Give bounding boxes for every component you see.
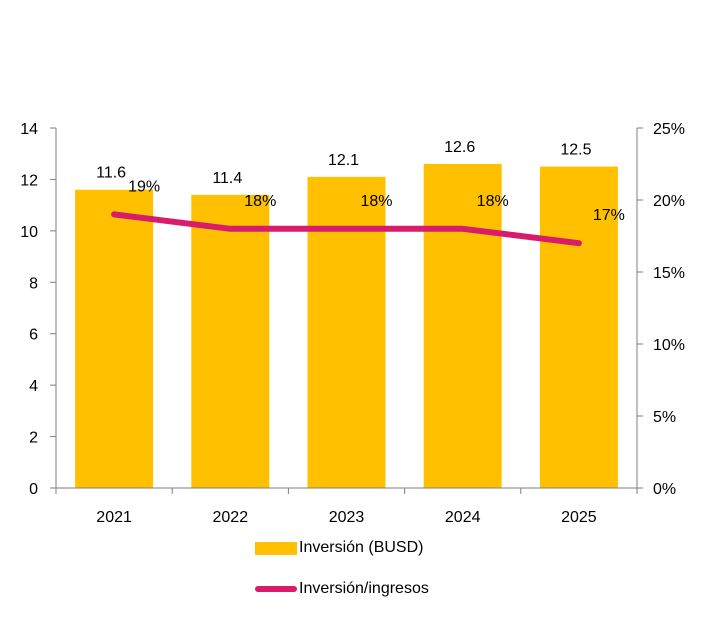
bar-value-label: 11.4 — [212, 170, 242, 187]
y-right-tick-label: 5% — [653, 409, 676, 426]
line-value-label: 18% — [477, 193, 509, 210]
bar-value-label: 12.5 — [560, 142, 591, 159]
ratio-line — [111, 211, 582, 247]
y-left-tick-label: 10 — [20, 224, 38, 241]
x-tick-label: 2025 — [561, 509, 597, 526]
x-tick-label: 2021 — [96, 509, 132, 526]
x-tick-label: 2023 — [329, 509, 365, 526]
bar-2022 — [191, 194, 270, 488]
legend-item-ratio: Inversión/ingresos — [255, 580, 429, 598]
bar-value-label: 11.6 — [96, 165, 126, 182]
bar-2024 — [423, 164, 502, 488]
y-right-tick-label: 20% — [653, 193, 685, 210]
bar-2021 — [75, 189, 154, 488]
y-left-tick-label: 12 — [20, 172, 38, 189]
line-value-label: 18% — [360, 193, 392, 210]
y-left-tick-label: 14 — [20, 121, 38, 138]
y-left-tick-label: 0 — [29, 481, 38, 498]
x-tick-label: 2024 — [445, 509, 481, 526]
y-right-tick-label: 0% — [653, 481, 676, 498]
legend-label-investment: Inversión (BUSD) — [299, 539, 424, 556]
x-tick-label: 2022 — [213, 509, 249, 526]
bar-value-label: 12.6 — [444, 139, 475, 156]
legend-swatch-line — [255, 586, 297, 592]
line-value-label: 19% — [128, 178, 160, 195]
y-left-tick-label: 2 — [29, 430, 38, 447]
y-right-tick-label: 15% — [653, 265, 685, 282]
legend-swatch-bar — [255, 541, 297, 555]
y-right-tick-label: 25% — [653, 121, 685, 138]
legend-item-investment: Inversión (BUSD) — [255, 539, 423, 557]
y-left-tick-label: 8 — [29, 275, 38, 292]
y-right-tick-label: 10% — [653, 337, 685, 354]
line-value-label: 17% — [593, 207, 625, 224]
bar-2023 — [307, 176, 386, 488]
legend-label-ratio: Inversión/ingresos — [299, 580, 429, 597]
y-left-tick-label: 4 — [29, 378, 38, 395]
bar-value-label: 12.1 — [328, 152, 359, 169]
y-left-tick-label: 6 — [29, 327, 38, 344]
line-value-label: 18% — [244, 193, 276, 210]
bar-2025 — [539, 166, 618, 489]
